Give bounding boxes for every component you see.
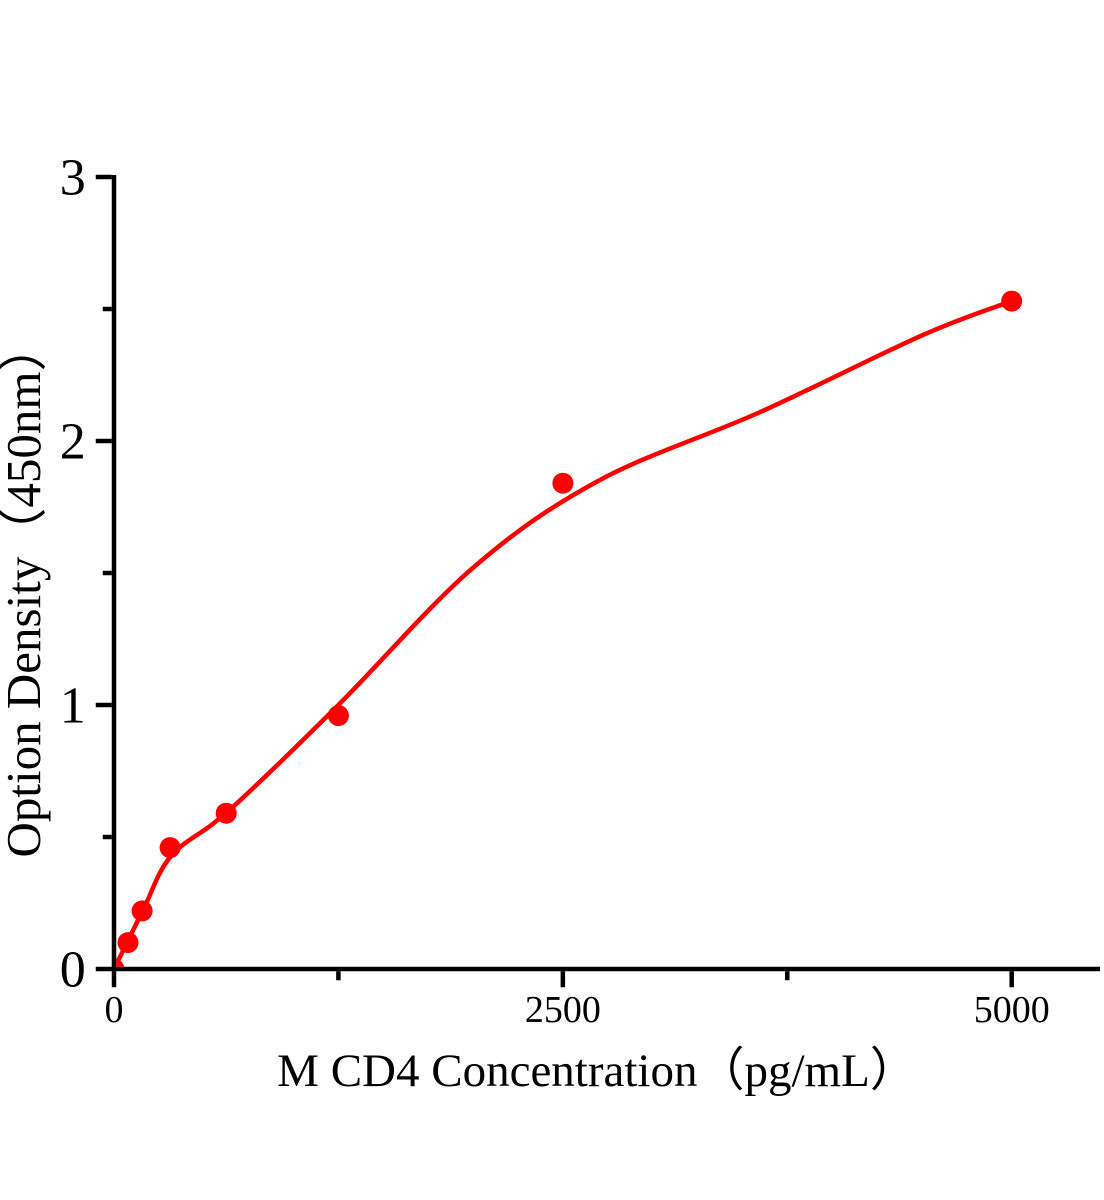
data-point: [327, 705, 349, 727]
data-point: [159, 837, 181, 859]
y-tick-label: 3: [60, 150, 86, 207]
y-tick-label: 0: [60, 942, 86, 999]
y-tick-label: 2: [60, 414, 86, 471]
axis-ticks: [95, 174, 1014, 988]
x-tick-label: 0: [105, 989, 124, 1031]
x-tick-label: 2500: [525, 989, 601, 1031]
data-point: [215, 802, 237, 824]
data-point: [116, 958, 125, 967]
axes: [111, 175, 1100, 972]
data-point: [1001, 290, 1023, 312]
x-tick-label: 5000: [974, 989, 1050, 1031]
data-point: [117, 932, 139, 954]
data-layer: [116, 290, 1023, 967]
x-axis-title: M CD4 Concentration（pg/mL）: [277, 1045, 917, 1097]
axis-tick-labels: 0 1 2 3 0 2500 5000: [60, 150, 1050, 1032]
y-tick-label: 1: [60, 678, 86, 735]
fit-curve-line: [116, 298, 1014, 967]
data-point: [552, 472, 574, 494]
data-point: [131, 900, 153, 922]
y-axis-title: Option Density（450nm）: [0, 323, 51, 858]
